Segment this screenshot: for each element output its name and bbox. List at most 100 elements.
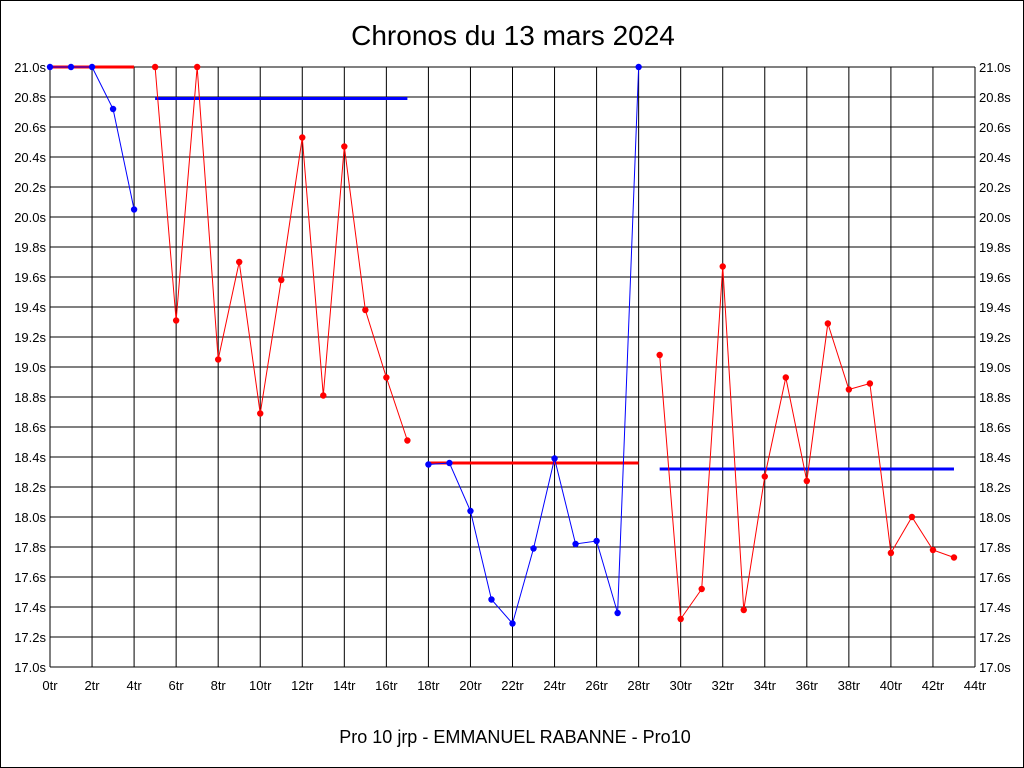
data-point xyxy=(761,473,768,480)
y-tick-label-right: 17.4s xyxy=(979,600,1011,615)
data-point xyxy=(866,380,874,387)
data-point xyxy=(593,537,600,545)
y-tick-label-left: 17.6s xyxy=(14,570,46,585)
y-tick-label-left: 20.4s xyxy=(14,150,46,165)
average-lines xyxy=(50,65,954,471)
data-point xyxy=(236,258,243,266)
y-tick-label-right: 18.4s xyxy=(979,450,1011,465)
y-tick-label-left: 19.0s xyxy=(14,360,46,375)
x-tick-label: 10tr xyxy=(249,678,272,693)
grid xyxy=(49,66,976,668)
y-tick-label-left: 18.2s xyxy=(14,480,46,495)
x-axis-label: Pro 10 jrp - EMMANUEL RABANNE - Pro10 xyxy=(339,727,690,747)
data-point xyxy=(614,609,621,617)
y-tick-label-left: 21.0s xyxy=(14,60,46,75)
y-tick-label-right: 17.6s xyxy=(979,570,1011,585)
x-tick-label: 18tr xyxy=(417,678,440,693)
x-tick-label: 2tr xyxy=(84,678,100,693)
y-tick-label-left: 20.0s xyxy=(14,210,46,225)
series-line xyxy=(428,66,640,625)
data-point xyxy=(488,596,495,603)
series-line xyxy=(154,66,408,441)
y-tick-label-right: 20.6s xyxy=(979,120,1011,135)
data-point xyxy=(887,549,895,557)
x-tick-label: 0tr xyxy=(42,678,58,693)
data-point xyxy=(950,554,958,561)
x-tick-label: 40tr xyxy=(880,678,903,693)
x-tick-label: 44tr xyxy=(964,678,987,693)
y-tick-label-right: 19.0s xyxy=(979,360,1011,375)
data-point xyxy=(929,546,937,554)
x-tick-label: 34tr xyxy=(754,678,777,693)
y-tick-label-left: 20.2s xyxy=(14,180,46,195)
axis-ticks: 0tr 2tr 4tr 6tr 8tr 10tr 12tr 14tr 16tr 18tr 20tr 2… xyxy=(14,60,1011,693)
data-point xyxy=(341,143,348,150)
x-tick-label: 20tr xyxy=(459,678,482,693)
y-tick-label-left: 18.4s xyxy=(14,450,46,465)
y-tick-label-right: 19.8s xyxy=(979,240,1011,255)
y-tick-label-right: 20.2s xyxy=(979,180,1011,195)
data-point xyxy=(193,63,201,71)
data-point xyxy=(698,585,705,593)
y-tick-label-right: 18.8s xyxy=(979,390,1011,405)
x-tick-label: 4tr xyxy=(127,678,143,693)
data-point xyxy=(214,356,222,363)
data-point xyxy=(151,63,159,71)
data-point xyxy=(845,386,853,393)
y-tick-label-right: 20.8s xyxy=(979,90,1011,105)
y-tick-label-right: 18.6s xyxy=(979,420,1011,435)
y-tick-label-right: 17.2s xyxy=(979,630,1011,645)
data-point xyxy=(551,455,558,462)
y-tick-label-left: 18.0s xyxy=(14,510,46,525)
y-tick-label-right: 20.0s xyxy=(979,210,1011,225)
chart-title: Chronos du 13 mars 2024 xyxy=(351,20,675,51)
y-tick-label-right: 21.0s xyxy=(979,60,1011,75)
data-point xyxy=(509,620,516,627)
x-tick-label: 24tr xyxy=(543,678,566,693)
series-lines xyxy=(50,66,955,625)
data-point xyxy=(572,540,579,548)
y-tick-label-right: 17.8s xyxy=(979,540,1011,555)
y-tick-label-left: 17.4s xyxy=(14,600,46,615)
data-point xyxy=(908,513,916,521)
y-tick-label-right: 20.4s xyxy=(979,150,1011,165)
y-tick-label-left: 17.2s xyxy=(14,630,46,645)
data-point xyxy=(740,606,747,614)
data-point xyxy=(530,545,537,552)
y-tick-label-right: 18.0s xyxy=(979,510,1011,525)
y-tick-label-left: 19.8s xyxy=(14,240,46,255)
x-tick-label: 28tr xyxy=(627,678,650,693)
y-tick-label-left: 17.8s xyxy=(14,540,46,555)
y-tick-label-left: 18.6s xyxy=(14,420,46,435)
data-point xyxy=(257,410,264,417)
data-point xyxy=(425,461,432,468)
data-point xyxy=(467,507,474,515)
data-point xyxy=(404,437,411,444)
data-point xyxy=(803,477,811,485)
x-tick-label: 22tr xyxy=(501,678,524,693)
data-point xyxy=(635,63,642,71)
data-point xyxy=(299,134,306,141)
data-point xyxy=(130,206,138,213)
data-point xyxy=(320,392,327,399)
data-point xyxy=(677,615,684,623)
data-point xyxy=(109,105,117,113)
y-tick-label-right: 19.6s xyxy=(979,270,1011,285)
x-tick-label: 8tr xyxy=(211,678,227,693)
y-tick-label-left: 20.6s xyxy=(14,120,46,135)
data-point xyxy=(362,306,369,314)
data-point xyxy=(824,320,832,327)
data-point xyxy=(782,374,789,381)
data-point xyxy=(719,263,726,270)
data-point xyxy=(67,63,75,71)
data-point xyxy=(88,63,96,71)
x-tick-label: 42tr xyxy=(922,678,945,693)
x-tick-label: 12tr xyxy=(291,678,314,693)
y-tick-label-right: 18.2s xyxy=(979,480,1011,495)
y-tick-label-left: 19.4s xyxy=(14,300,46,315)
data-point xyxy=(278,276,285,284)
y-tick-label-right: 19.4s xyxy=(979,300,1011,315)
x-tick-label: 16tr xyxy=(375,678,398,693)
data-point xyxy=(46,63,54,71)
